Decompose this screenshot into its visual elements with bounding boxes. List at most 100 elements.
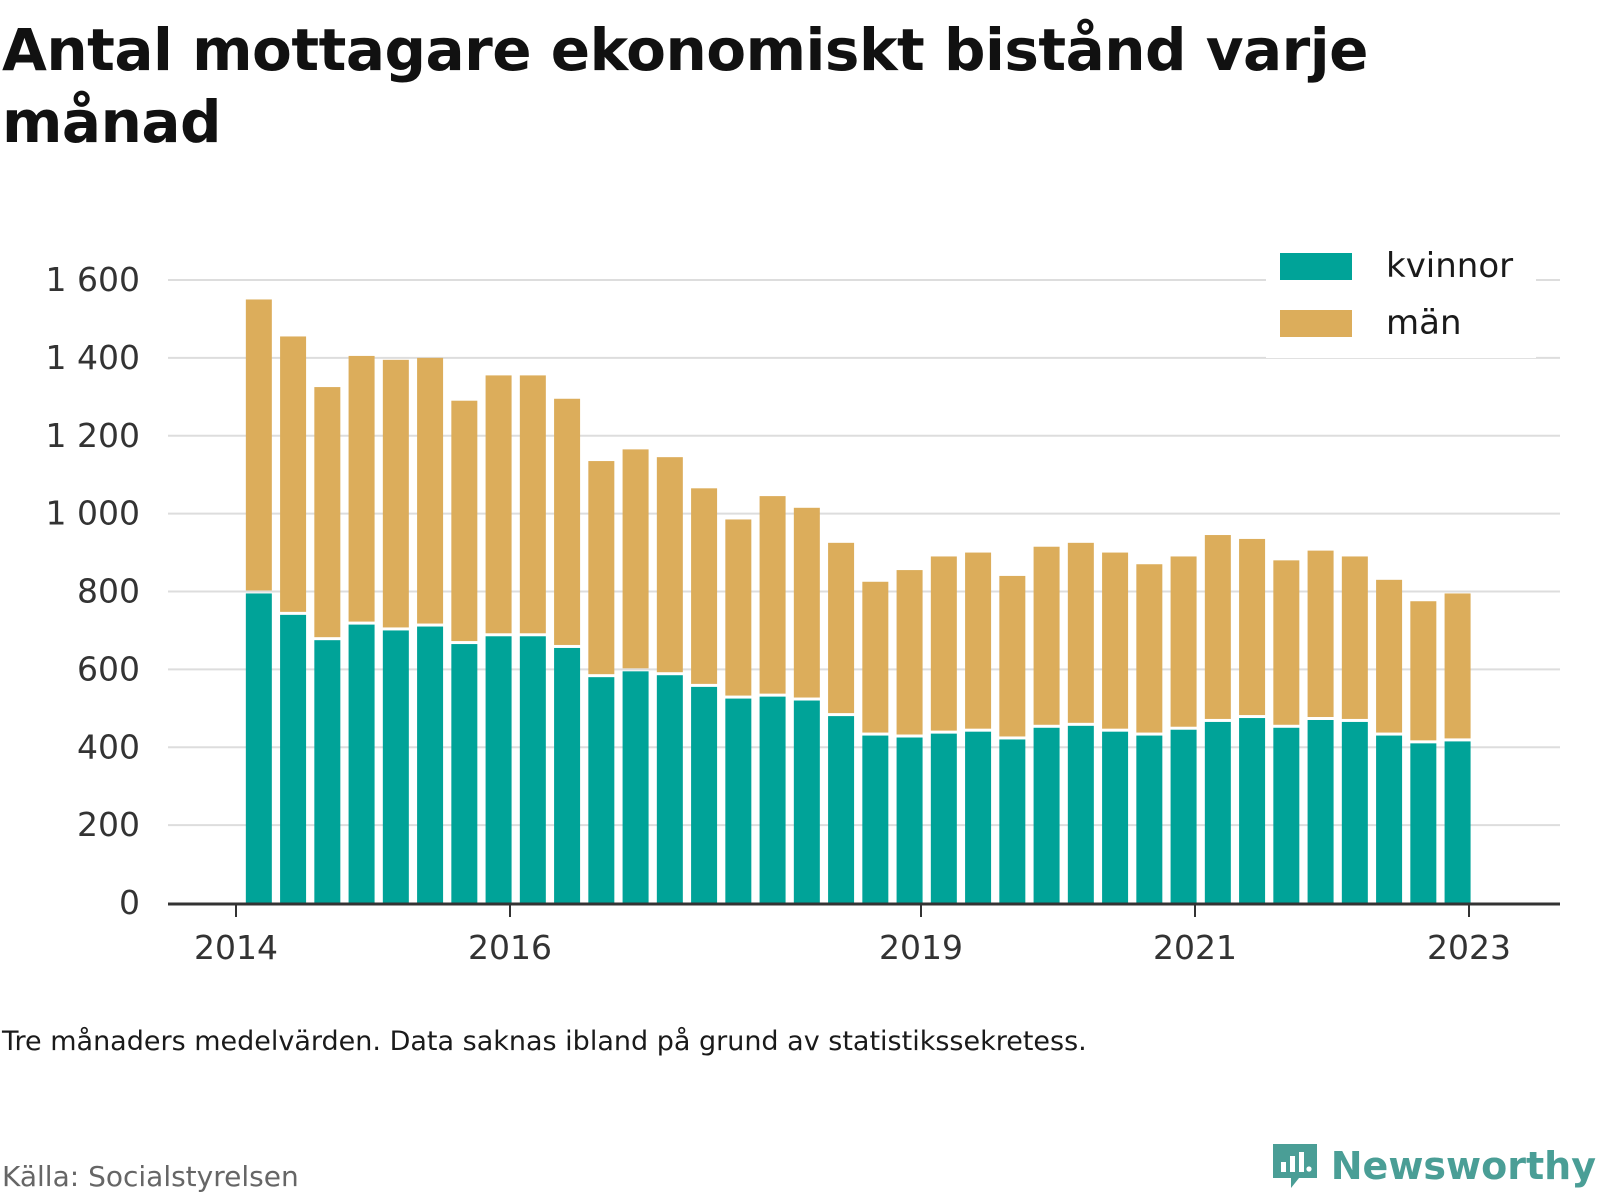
y-tick-label: 1 600 (46, 260, 140, 299)
x-tick-label: 2014 (194, 928, 278, 967)
bar-kvinnor (862, 735, 889, 903)
bar-kvinnor (1033, 727, 1060, 903)
bar-kvinnor (828, 716, 855, 903)
bar-man (519, 375, 546, 634)
legend-label-kvinnor: kvinnor (1386, 246, 1514, 286)
bar-man (656, 457, 683, 673)
bar-man (1102, 552, 1129, 729)
bar-kvinnor (1136, 735, 1163, 903)
bar-man (314, 387, 341, 638)
chart-note: Tre månaders medelvärden. Data saknas ib… (2, 1026, 1087, 1057)
chart-title: Antal mottagare ekonomiskt bistånd varje… (2, 16, 1369, 156)
legend-item-kvinnor: kvinnor (1280, 246, 1513, 286)
bar-man (451, 400, 478, 642)
bar-man (1136, 564, 1163, 733)
bar-man (1170, 556, 1197, 727)
bar-man (554, 398, 581, 645)
bar-man (1067, 542, 1094, 723)
bar-kvinnor (656, 675, 683, 903)
bar-kvinnor (314, 640, 341, 903)
bar-man (965, 552, 992, 729)
y-tick-label: 1 200 (46, 416, 140, 455)
bar-kvinnor (1410, 743, 1437, 903)
bar-kvinnor (245, 593, 272, 903)
bar-kvinnor (725, 698, 752, 903)
bar-man (862, 581, 889, 733)
bar-man (759, 496, 786, 694)
bar-man (999, 575, 1026, 737)
bar-kvinnor (1376, 735, 1403, 903)
y-tick-label: 200 (77, 805, 140, 844)
bar-kvinnor (759, 696, 786, 903)
bar-kvinnor (519, 636, 546, 903)
bar-kvinnor (451, 644, 478, 903)
newsworthy-logo-icon (1272, 1144, 1317, 1188)
bar-kvinnor (554, 647, 581, 903)
bar-kvinnor (1239, 718, 1266, 903)
legend-swatch-man (1280, 309, 1352, 337)
bar-kvinnor (1273, 727, 1300, 903)
bar-kvinnor (622, 671, 649, 903)
bar-man (485, 375, 512, 634)
bar-man (382, 359, 409, 628)
bar-man (1341, 556, 1368, 719)
bar-man (1307, 550, 1334, 717)
bar-man (1239, 538, 1266, 716)
y-tick-label: 800 (77, 572, 140, 611)
y-tick-label: 1 000 (46, 494, 140, 533)
bar-kvinnor (691, 686, 718, 903)
bar-man (793, 507, 820, 698)
bar-kvinnor (1102, 731, 1129, 903)
source-credit: Källa: Socialstyrelsen (2, 1160, 299, 1193)
bar-man (725, 519, 752, 696)
x-tick-label: 2021 (1153, 928, 1237, 967)
bar-man (588, 461, 615, 675)
bars (245, 299, 1471, 903)
brand-name: Newsworthy (1330, 1144, 1596, 1188)
bar-man (245, 299, 272, 591)
legend: kvinnor män (1266, 238, 1536, 358)
bar-kvinnor (485, 636, 512, 903)
bar-man (1273, 560, 1300, 725)
bar-man (930, 556, 957, 731)
bar-kvinnor (999, 739, 1026, 903)
bar-kvinnor (1341, 721, 1368, 903)
legend-swatch-kvinnor (1280, 252, 1352, 280)
bar-kvinnor (896, 737, 923, 903)
bar-kvinnor (280, 614, 307, 903)
brand[interactable]: Newsworthy (1269, 1140, 1596, 1192)
bar-kvinnor (930, 733, 957, 903)
bar-kvinnor (348, 624, 375, 903)
legend-label-man: män (1386, 303, 1462, 343)
bar-man (280, 336, 307, 612)
bar-kvinnor (382, 630, 409, 903)
bar-kvinnor (417, 626, 444, 903)
bar-man (1033, 546, 1060, 725)
y-tick-label: 600 (77, 649, 140, 688)
bar-kvinnor (588, 677, 615, 903)
bar-kvinnor (793, 700, 820, 903)
y-tick-label: 400 (77, 727, 140, 766)
bar-man (1204, 535, 1231, 719)
x-tick-label: 2023 (1427, 928, 1511, 967)
x-tick-label: 2019 (879, 928, 963, 967)
x-tick-label: 2016 (468, 928, 552, 967)
bar-kvinnor (1307, 719, 1334, 903)
bar-man (1444, 593, 1471, 739)
y-tick-label: 0 (119, 883, 140, 922)
bar-man (348, 355, 375, 622)
legend-item-man: män (1280, 303, 1462, 343)
bar-man (828, 542, 855, 714)
bar-kvinnor (1204, 721, 1231, 903)
bar-man (417, 357, 444, 624)
bar-man (691, 488, 718, 684)
x-axis: 2014 2016 2019 2021 2023 (168, 902, 1560, 967)
bar-kvinnor (965, 731, 992, 903)
bar-man (1410, 601, 1437, 741)
bar-kvinnor (1444, 741, 1471, 903)
bar-man (622, 449, 649, 669)
bar-man (896, 570, 923, 735)
bar-kvinnor (1067, 725, 1094, 903)
bar-kvinnor (1170, 729, 1197, 903)
